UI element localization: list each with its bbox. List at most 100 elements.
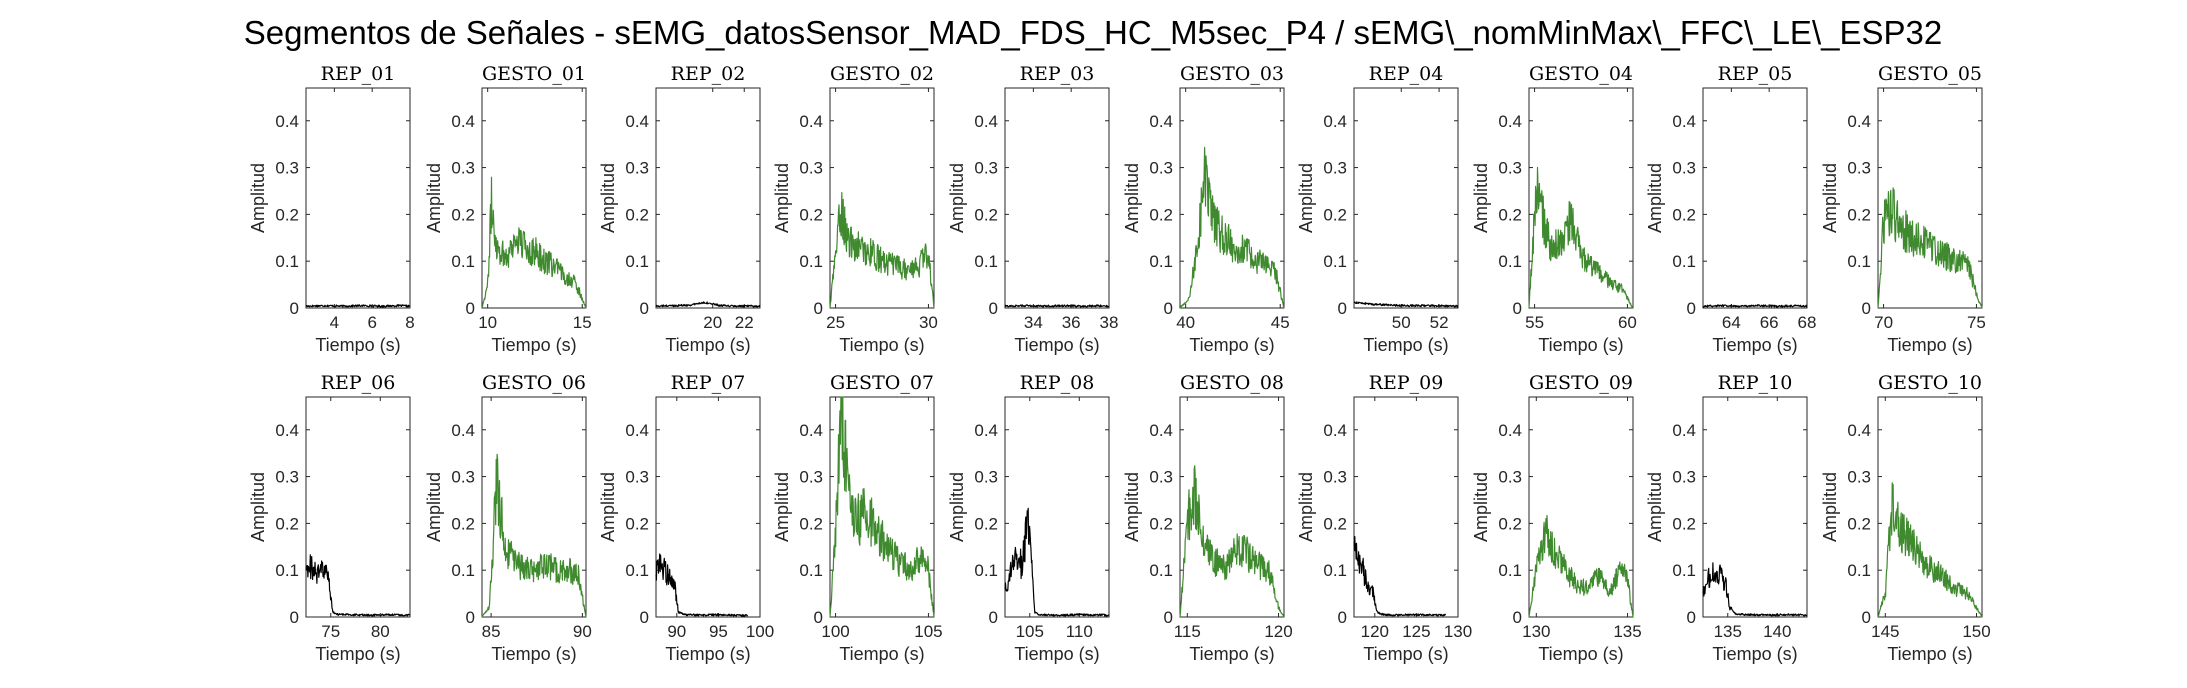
y-tick-label: 0.4 [1498,421,1522,440]
y-axis-label: Amplitud [1122,472,1142,542]
y-axis-label: Amplitud [424,163,444,233]
x-tick-label: 60 [1618,313,1637,332]
x-axis-label: Tiempo (s) [1538,644,1623,664]
axes-box [655,87,761,309]
x-tick-label: 64 [1722,313,1741,332]
x-tick-label: 4 [330,313,339,332]
x-tick-label: 100 [821,622,849,641]
y-tick-label: 0 [814,608,823,627]
y-tick-label: 0.4 [974,112,998,131]
y-tick-label: 0 [989,299,998,318]
y-tick-label: 0.3 [799,468,823,487]
signal-line [305,304,411,308]
subplot-rep-04: REP_04 0 0.1 0.2 0.3 0.4 50 52 Tiempo (s) Amplitu… [1296,63,1459,355]
signal-line [1528,166,1634,309]
axes-box [1179,87,1285,309]
y-axis-label: Amplitud [772,472,792,542]
axes-box [1353,87,1459,309]
y-tick-label: 0.2 [974,514,998,533]
x-tick-label: 10 [478,313,497,332]
subplot-title: GESTO_10 [1878,372,1982,394]
subplot-title: GESTO_04 [1529,63,1633,85]
x-axis-label: Tiempo (s) [1887,335,1972,355]
axes-box [829,396,935,618]
x-tick-label: 135 [1613,622,1641,641]
signal-line [829,192,935,309]
axes-box [1702,396,1808,618]
y-tick-label: 0.3 [625,159,649,178]
y-tick-label: 0.2 [1672,514,1696,533]
signal-line [655,301,761,308]
x-tick-label: 40 [1176,313,1195,332]
y-tick-label: 0.1 [275,252,299,271]
x-tick-label: 105 [914,622,942,641]
subplot-gesto-08: GESTO_08 0 0.1 0.2 0.3 0.4 115 120 Tiempo (s) Amp… [1122,372,1293,664]
subplot-title: REP_08 [1020,372,1095,394]
subplot-title: REP_01 [321,63,396,85]
x-axis-label: Tiempo (s) [1887,644,1972,664]
x-tick-label: 55 [1525,313,1544,332]
y-axis-label: Amplitud [1122,163,1142,233]
signal-line [1004,507,1110,617]
x-tick-label: 34 [1024,313,1043,332]
y-tick-label: 0.2 [1149,205,1173,224]
x-tick-label: 68 [1798,313,1817,332]
x-tick-label: 150 [1962,622,1990,641]
y-tick-label: 0.1 [1498,561,1522,580]
y-axis-label: Amplitud [947,472,967,542]
y-tick-label: 0.3 [1323,468,1347,487]
x-tick-label: 90 [573,622,592,641]
y-axis-label: Amplitud [1645,163,1665,233]
subplot-gesto-02: GESTO_02 0 0.1 0.2 0.3 0.4 25 30 Tiempo (s) Ampli… [772,63,938,355]
y-axis-label: Amplitud [1471,163,1491,233]
signal-line [829,396,935,618]
signal-line [1702,304,1808,308]
subplot-title: REP_10 [1718,372,1793,394]
y-tick-label: 0.1 [1149,252,1173,271]
x-tick-label: 80 [371,622,390,641]
x-tick-label: 105 [1016,622,1044,641]
x-axis-label: Tiempo (s) [1538,335,1623,355]
subplot-title: GESTO_02 [830,63,934,85]
signal-line [1528,514,1634,618]
subplot-gesto-04: GESTO_04 0 0.1 0.2 0.3 0.4 55 60 Tiempo (s) Ampli… [1471,63,1637,355]
y-tick-label: 0.3 [1847,468,1871,487]
x-axis-label: Tiempo (s) [1189,644,1274,664]
x-axis-label: Tiempo (s) [315,335,400,355]
y-tick-label: 0.2 [1847,514,1871,533]
axes-box [829,87,935,309]
subplot-gesto-03: GESTO_03 0 0.1 0.2 0.3 0.4 40 45 Tiempo (s) Ampli… [1122,63,1290,355]
y-tick-label: 0.1 [1323,252,1347,271]
y-tick-label: 0.4 [799,112,823,131]
x-tick-label: 75 [321,622,340,641]
signal-line [1179,465,1285,618]
subplot-gesto-09: GESTO_09 0 0.1 0.2 0.3 0.4 130 135 Tiempo (s) Amp… [1471,372,1642,664]
x-tick-label: 25 [826,313,845,332]
y-tick-label: 0.4 [974,421,998,440]
y-tick-label: 0.3 [275,468,299,487]
y-tick-label: 0.3 [799,159,823,178]
y-axis-label: Amplitud [248,472,268,542]
y-tick-label: 0.3 [1847,159,1871,178]
subplot-title: GESTO_05 [1878,63,1982,85]
y-tick-label: 0.2 [1323,205,1347,224]
y-tick-label: 0 [466,608,475,627]
y-tick-label: 0.1 [625,252,649,271]
y-tick-label: 0.4 [451,421,475,440]
axes-box [1004,87,1110,309]
x-tick-label: 36 [1062,313,1081,332]
y-tick-label: 0.4 [275,112,299,131]
x-tick-label: 120 [1264,622,1292,641]
x-axis-label: Tiempo (s) [839,644,924,664]
x-tick-label: 70 [1874,313,1893,332]
y-tick-label: 0.1 [1847,252,1871,271]
y-tick-label: 0.1 [799,561,823,580]
y-tick-label: 0.4 [275,421,299,440]
subplot-title: GESTO_01 [482,63,586,85]
y-tick-label: 0.2 [1323,514,1347,533]
subplot-rep-08: REP_08 0 0.1 0.2 0.3 0.4 105 110 Tiempo (s) Ampli… [947,372,1110,664]
y-tick-label: 0.2 [1498,205,1522,224]
x-axis-label: Tiempo (s) [1014,335,1099,355]
x-axis-label: Tiempo (s) [1712,335,1797,355]
